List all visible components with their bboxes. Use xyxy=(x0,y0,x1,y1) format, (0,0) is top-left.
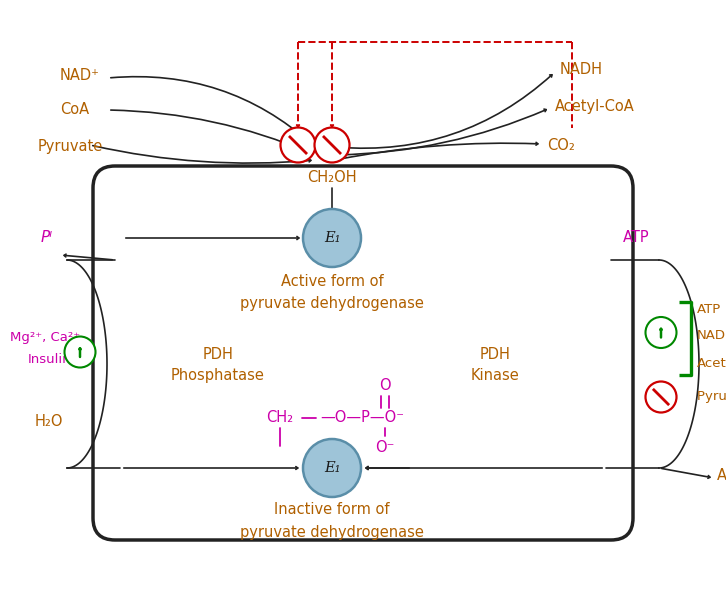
Text: Acetyl-CoA: Acetyl-CoA xyxy=(697,358,726,371)
Circle shape xyxy=(280,128,316,163)
Text: O⁻: O⁻ xyxy=(375,441,395,456)
Text: E₁: E₁ xyxy=(324,461,340,475)
Text: —O—P—O⁻: —O—P—O⁻ xyxy=(320,410,404,425)
Circle shape xyxy=(645,317,677,348)
Text: Pyruvate: Pyruvate xyxy=(38,140,103,154)
Text: Active form of: Active form of xyxy=(281,274,383,289)
Text: Phosphatase: Phosphatase xyxy=(171,368,265,384)
Text: Insulin: Insulin xyxy=(28,353,72,366)
Text: NADH: NADH xyxy=(697,330,726,343)
Text: CO₂: CO₂ xyxy=(547,138,575,153)
Text: pyruvate dehydrogenase: pyruvate dehydrogenase xyxy=(240,525,424,539)
Text: PDH: PDH xyxy=(480,347,510,362)
Text: CoA: CoA xyxy=(60,102,89,116)
Text: CH₂OH: CH₂OH xyxy=(307,170,356,185)
Text: O: O xyxy=(379,378,391,393)
Text: CH₂: CH₂ xyxy=(266,410,293,425)
Circle shape xyxy=(303,209,361,267)
Circle shape xyxy=(303,439,361,497)
Circle shape xyxy=(65,336,96,368)
Text: ATP: ATP xyxy=(697,304,721,317)
Text: ADP: ADP xyxy=(717,469,726,484)
Text: H₂O: H₂O xyxy=(35,415,63,429)
Text: Inactive form of: Inactive form of xyxy=(274,503,390,517)
Text: E₁: E₁ xyxy=(324,231,340,245)
Text: NADH: NADH xyxy=(560,62,603,77)
Text: pyruvate dehydrogenase: pyruvate dehydrogenase xyxy=(240,296,424,311)
FancyBboxPatch shape xyxy=(93,166,633,540)
Text: Pyruvate, ADP: Pyruvate, ADP xyxy=(697,390,726,403)
Text: Pᴵ: Pᴵ xyxy=(41,230,53,245)
Text: NAD⁺: NAD⁺ xyxy=(60,68,100,84)
Text: Acetyl-CoA: Acetyl-CoA xyxy=(555,100,635,115)
Text: ATP: ATP xyxy=(623,230,650,245)
Circle shape xyxy=(645,381,677,412)
Text: Kinase: Kinase xyxy=(470,368,519,384)
Circle shape xyxy=(314,128,349,163)
Text: PDH: PDH xyxy=(203,347,234,362)
Text: Mg²⁺, Ca²⁺: Mg²⁺, Ca²⁺ xyxy=(10,331,80,345)
